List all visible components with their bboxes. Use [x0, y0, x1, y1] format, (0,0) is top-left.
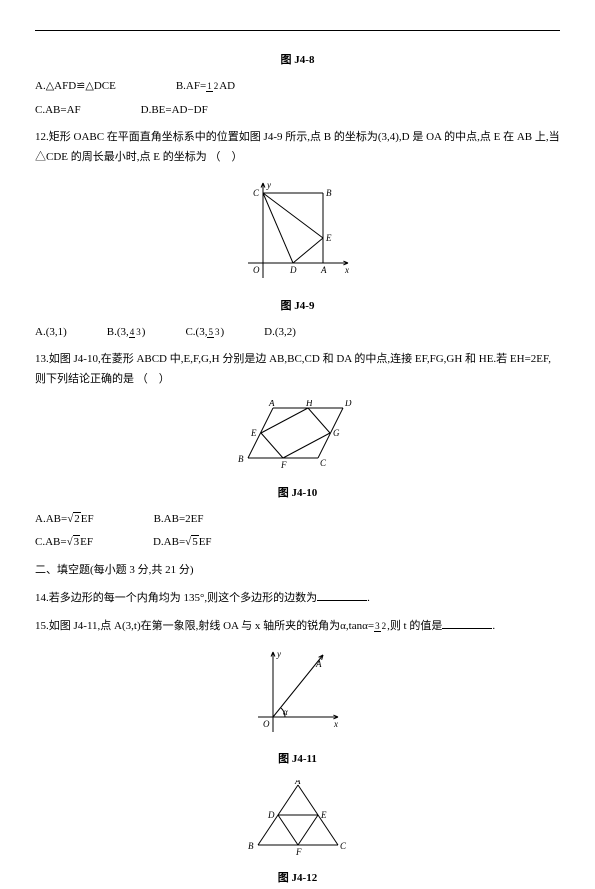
q12-options: A.(3,1) B.(3,43) C.(3,53) D.(3,2) [35, 323, 560, 343]
q14-text: 14.若多边形的每一个内角均为 135°,则这个多边形的边数为. [35, 589, 560, 609]
q13-opt-b: B.AB=2EF [154, 510, 204, 530]
q13-options-row2: C.AB=3EF D.AB=5EF [35, 533, 560, 553]
q11-opt-c: C.AB=AF [35, 101, 81, 121]
q12-text: 12.矩形 OABC 在平面直角坐标系中的位置如图 J4-9 所示,点 B 的坐… [35, 128, 560, 168]
q15-text: 15.如图 J4-11,点 A(3,t)在第一象限,射线 OA 与 x 轴所夹的… [35, 617, 560, 637]
svg-text:D: D [289, 265, 297, 275]
svg-text:O: O [253, 265, 260, 275]
fig-j4-11: x y O Aα [35, 647, 560, 745]
svg-text:A: A [320, 265, 327, 275]
svg-text:A: A [315, 659, 322, 669]
svg-text:B: B [326, 188, 332, 198]
fig-caption-j4-9: 图 J4-9 [35, 297, 560, 317]
svg-text:F: F [295, 847, 302, 855]
fig-j4-12: A B C D E F [35, 780, 560, 863]
q12-opt-d: D.(3,2) [264, 323, 296, 343]
svg-text:H: H [305, 400, 313, 408]
q11-options-row2: C.AB=AF D.BE=AD−DF [35, 101, 560, 121]
q12-opt-a: A.(3,1) [35, 323, 67, 343]
q13-options-row1: A.AB=2EF B.AB=2EF [35, 510, 560, 530]
svg-text:C: C [320, 458, 327, 468]
q15-blank [442, 617, 492, 629]
svg-text:A: A [294, 780, 301, 786]
svg-text:E: E [320, 810, 327, 820]
svg-text:E: E [325, 233, 332, 243]
svg-text:B: B [238, 454, 244, 464]
fig-caption-j4-8: 图 J4-8 [35, 51, 560, 71]
q14-blank [317, 589, 367, 601]
svg-text:x: x [344, 265, 349, 275]
q12-opt-c: C.(3,53) [185, 323, 224, 343]
svg-text:D: D [344, 400, 352, 408]
q13-text: 13.如图 J4-10,在菱形 ABCD 中,E,F,G,H 分别是边 AB,B… [35, 350, 560, 390]
q11-options-row1: A.△AFD≌△DCE B.AF=12AD [35, 77, 560, 97]
svg-text:C: C [253, 188, 260, 198]
q11-opt-b: B.AF=12AD [176, 77, 235, 97]
q13-opt-a: A.AB=2EF [35, 510, 94, 530]
q11-opt-a: A.△AFD≌△DCE [35, 77, 116, 97]
svg-text:G: G [333, 428, 340, 438]
svg-text:y: y [266, 180, 271, 190]
q13-opt-d: D.AB=5EF [153, 533, 212, 553]
q12-opt-b: B.(3,43) [107, 323, 146, 343]
svg-text:O: O [263, 719, 270, 729]
svg-text:y: y [276, 649, 281, 659]
q13-opt-c: C.AB=3EF [35, 533, 93, 553]
fig-caption-j4-12: 图 J4-12 [35, 869, 560, 889]
fig-caption-j4-11: 图 J4-11 [35, 750, 560, 770]
svg-text:B: B [248, 841, 254, 851]
svg-text:x: x [333, 719, 338, 729]
svg-text:A: A [268, 400, 275, 408]
fig-j4-9: x y O A C B D E [35, 178, 560, 291]
svg-text:α: α [283, 707, 288, 717]
section2-heading: 二、填空题(每小题 3 分,共 21 分) [35, 561, 560, 581]
q11-opt-d: D.BE=AD−DF [141, 101, 208, 121]
svg-text:F: F [280, 460, 287, 470]
fig-j4-10: A D B C H E F G [35, 400, 560, 478]
svg-text:E: E [250, 428, 257, 438]
svg-text:D: D [267, 810, 275, 820]
fig-caption-j4-10: 图 J4-10 [35, 484, 560, 504]
svg-text:C: C [340, 841, 347, 851]
